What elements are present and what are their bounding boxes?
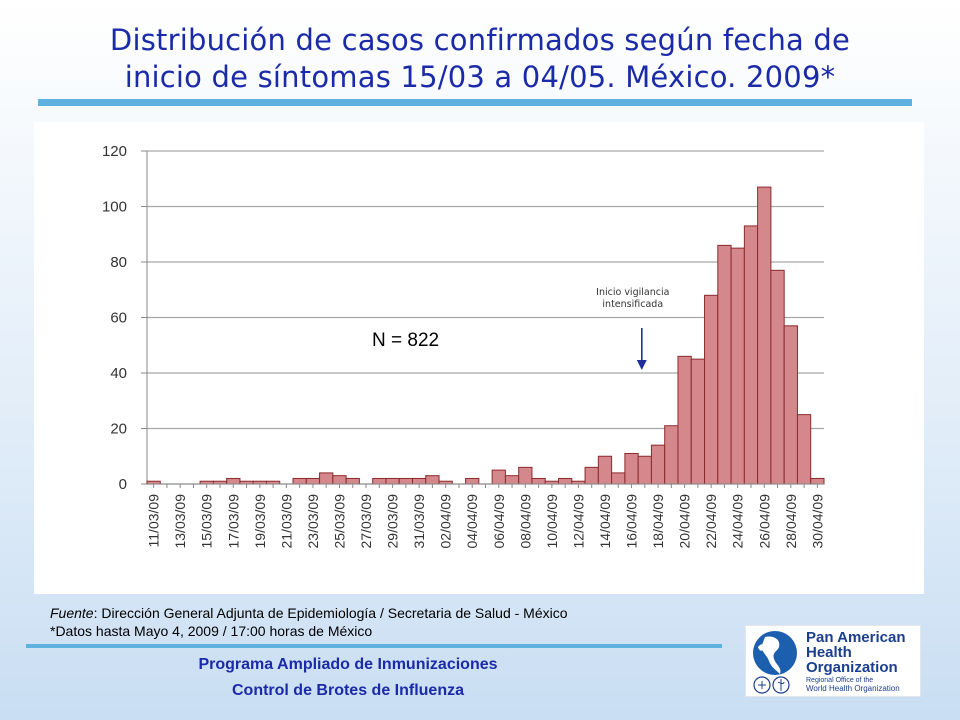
data-cutoff-note: *Datos hasta Mayo 4, 2009 / 17:00 horas …: [50, 623, 373, 639]
x-tick-label: 31/03/09: [411, 494, 427, 549]
bar: [319, 472, 334, 485]
bar: [624, 452, 639, 485]
y-tick-label: 100: [102, 199, 127, 216]
bar: [425, 475, 440, 485]
x-tick-label: 16/04/09: [624, 494, 640, 549]
slide-title-line1: Distribución de casos confirmados según …: [109, 23, 851, 57]
footer-divider: [26, 644, 722, 648]
bar: [411, 477, 427, 485]
bar: [637, 455, 652, 485]
x-tick-label: 06/04/09: [491, 494, 507, 549]
x-tick-label: 20/04/09: [677, 494, 693, 549]
bar: [345, 477, 360, 485]
bar-chart: 0 20 40 60 80 100 120 11/03/09 13/03/09 15/03/09 1…: [102, 143, 825, 549]
bar: [518, 466, 533, 485]
bar: [558, 477, 573, 485]
x-tick-label: 21/03/09: [278, 494, 294, 549]
x-tick-label: 15/03/09: [199, 494, 215, 549]
x-tick-label: 27/03/09: [358, 494, 374, 549]
x-tick-label: 22/04/09: [703, 494, 719, 549]
bar: [226, 477, 241, 485]
program-line2: Control de Brotes de Influenza: [231, 682, 464, 699]
arrow-label-line1: Inicio vigilancia: [596, 287, 669, 298]
bar: [332, 475, 347, 485]
x-tick-label: 13/03/09: [172, 494, 188, 549]
bar: [611, 472, 626, 485]
paho-logo: Pan American Health Organization Regiona…: [745, 625, 921, 697]
bar: [385, 477, 400, 485]
x-tick-label: 23/03/09: [305, 494, 321, 549]
program-line1: Programa Ampliado de Inmunizaciones: [198, 656, 498, 673]
logo-line2: Health: [806, 644, 852, 661]
x-tick-label: 12/04/09: [570, 494, 586, 549]
bar: [717, 244, 732, 485]
x-tick-label: 29/03/09: [385, 494, 401, 549]
bar: [690, 358, 706, 485]
source-label: Fuente: [50, 605, 94, 621]
x-tick-label: 17/03/09: [225, 494, 241, 549]
program-name: Programa Ampliado de Inmunizaciones Cont…: [158, 652, 538, 704]
x-tick-label: 11/03/09: [146, 494, 162, 548]
bar: [743, 225, 759, 485]
x-tick-label: 30/04/09: [809, 494, 825, 549]
bar: [292, 477, 307, 485]
y-tick-label: 20: [110, 421, 127, 438]
bar: [770, 269, 785, 485]
bar: [650, 444, 666, 485]
logo-subtitle2: World Health Organization: [806, 684, 900, 693]
x-tick-label: 02/04/09: [438, 494, 454, 549]
x-tick-label: 19/03/09: [252, 494, 268, 549]
bar: [584, 466, 599, 485]
bar: [305, 477, 321, 485]
x-tick-label: 18/04/09: [650, 494, 666, 549]
y-tick-label: 0: [119, 476, 127, 493]
arrow-label-line2: intensificada: [602, 299, 663, 310]
y-tick-label: 80: [110, 254, 127, 271]
x-tick-label: 04/04/09: [464, 494, 480, 549]
x-tick-label: 26/04/09: [756, 494, 772, 549]
y-tick-label: 60: [110, 310, 127, 327]
bar: [704, 294, 719, 485]
bar: [372, 477, 387, 485]
bar: [398, 477, 413, 485]
bar: [491, 469, 506, 485]
bar: [597, 455, 613, 485]
logo-line1: Pan American: [806, 629, 906, 646]
bar: [677, 355, 692, 485]
chart-panel: 0 20 40 60 80 100 120 11/03/09 13/03/09 15/03/09 1…: [34, 122, 924, 594]
logo-subtitle1: Regional Office of the: [806, 677, 874, 684]
x-tick-label: 08/04/09: [517, 494, 533, 549]
bar: [504, 475, 520, 485]
bar: [465, 477, 480, 485]
logo-line3: Organization: [806, 659, 898, 676]
bar: [531, 477, 546, 485]
source-line: Fuente: Dirección General Adjunta de Epi…: [50, 604, 568, 622]
source-text: : Dirección General Adjunta de Epidemiol…: [93, 605, 568, 621]
x-tick-label: 10/04/09: [544, 494, 560, 549]
y-tick-label: 120: [102, 143, 127, 160]
bar: [810, 477, 825, 485]
x-tick-label: 14/04/09: [597, 494, 613, 549]
x-tick-label: 24/04/09: [730, 494, 746, 549]
sample-size-label: N = 822: [372, 330, 439, 351]
bar: [783, 325, 798, 485]
americas-globe-icon: [753, 631, 797, 694]
bar: [730, 247, 745, 485]
bar: [757, 186, 772, 485]
x-tick-label: 25/03/09: [331, 494, 347, 549]
title-divider: [38, 99, 912, 106]
source-note: Fuente: Dirección General Adjunta de Epi…: [50, 604, 568, 640]
x-tick-label: 28/04/09: [783, 494, 799, 549]
bar: [664, 425, 679, 485]
slide-title-line2: inicio de síntomas 15/03 a 04/05. México…: [124, 60, 836, 94]
bar: [796, 414, 812, 485]
annotation-arrowhead: [636, 360, 647, 370]
slide-title: Distribución de casos confirmados según …: [40, 22, 920, 96]
y-tick-label: 40: [110, 365, 127, 382]
